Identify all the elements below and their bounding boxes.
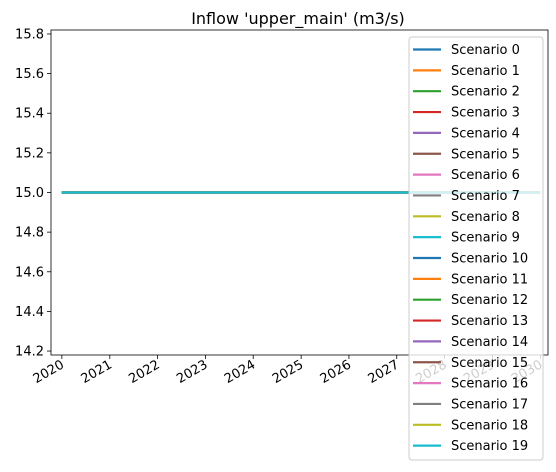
legend-item: Scenario 8 xyxy=(413,210,520,225)
legend-label: Scenario 5 xyxy=(451,147,520,162)
legend-item: Scenario 17 xyxy=(413,397,528,412)
y-tick-label: 14.6 xyxy=(15,265,44,280)
y-tick-label: 15.6 xyxy=(15,67,44,82)
y-tick-label: 15.2 xyxy=(15,146,44,161)
legend-label: Scenario 8 xyxy=(451,210,520,225)
legend-item: Scenario 6 xyxy=(413,168,520,183)
legend-item: Scenario 12 xyxy=(413,293,528,308)
legend-label: Scenario 15 xyxy=(451,356,528,371)
legend-item: Scenario 11 xyxy=(413,272,528,287)
axes-spines xyxy=(50,29,549,356)
x-tick-label: 2022 xyxy=(126,357,162,387)
y-tick-label: 15.0 xyxy=(15,186,44,201)
x-tick-label: 2026 xyxy=(318,357,354,387)
legend-item: Scenario 7 xyxy=(413,189,520,204)
plot-border xyxy=(50,29,549,356)
y-axis: 14.2 14.4 14.6 14.8 15.0 15.2 15.4 15.6 15.8 xyxy=(15,27,51,360)
legend-label: Scenario 14 xyxy=(451,335,528,350)
x-tick-label: 2027 xyxy=(366,357,402,387)
y-tick-label: 15.4 xyxy=(15,107,44,122)
legend-label: Scenario 17 xyxy=(451,397,528,412)
legend-label: Scenario 16 xyxy=(451,377,528,392)
legend-label: Scenario 7 xyxy=(451,189,520,204)
y-tick-label: 14.2 xyxy=(15,345,44,360)
x-tick-label: 2024 xyxy=(222,357,258,387)
legend-item: Scenario 19 xyxy=(413,439,528,454)
y-tick-label: 14.4 xyxy=(15,305,44,320)
legend-item: Scenario 2 xyxy=(413,85,520,100)
legend-item: Scenario 4 xyxy=(413,126,520,141)
legend-label: Scenario 9 xyxy=(451,231,520,246)
legend-label: Scenario 6 xyxy=(451,168,520,183)
legend-item: Scenario 0 xyxy=(413,43,520,58)
y-tick-label: 15.8 xyxy=(15,27,44,42)
legend-label: Scenario 3 xyxy=(451,106,520,121)
legend-label: Scenario 4 xyxy=(451,126,520,141)
legend-box xyxy=(408,36,544,461)
legend-item: Scenario 10 xyxy=(413,252,528,267)
legend-item: Scenario 13 xyxy=(413,314,528,329)
legend-label: Scenario 12 xyxy=(451,293,528,308)
x-tick-label: 2023 xyxy=(174,357,210,387)
legend-item: Scenario 1 xyxy=(413,64,520,79)
legend-item: Scenario 15 xyxy=(413,356,528,371)
legend-item: Scenario 9 xyxy=(413,231,520,246)
legend-label: Scenario 11 xyxy=(451,272,528,287)
legend-label: Scenario 19 xyxy=(451,439,528,454)
legend-label: Scenario 2 xyxy=(451,85,520,100)
legend-item: Scenario 16 xyxy=(413,377,528,392)
legend-item: Scenario 5 xyxy=(413,147,520,162)
legend-item: Scenario 3 xyxy=(413,106,520,121)
legend: Scenario 0 Scenario 1 Scenario 2 Scenario 3… xyxy=(408,36,544,461)
legend-label: Scenario 10 xyxy=(451,252,528,267)
chart-title: Inflow 'upper_main' (m3/s) xyxy=(191,9,405,29)
x-tick-label: 2025 xyxy=(270,357,306,387)
legend-item: Scenario 14 xyxy=(413,335,528,350)
legend-label: Scenario 18 xyxy=(451,418,528,433)
legend-label: Scenario 1 xyxy=(451,64,520,79)
legend-label: Scenario 13 xyxy=(451,314,528,329)
legend-item: Scenario 18 xyxy=(413,418,528,433)
x-tick-label: 2021 xyxy=(79,357,115,387)
legend-label: Scenario 0 xyxy=(451,43,520,58)
y-tick-label: 14.8 xyxy=(15,226,44,241)
x-tick-label: 2020 xyxy=(31,357,67,387)
